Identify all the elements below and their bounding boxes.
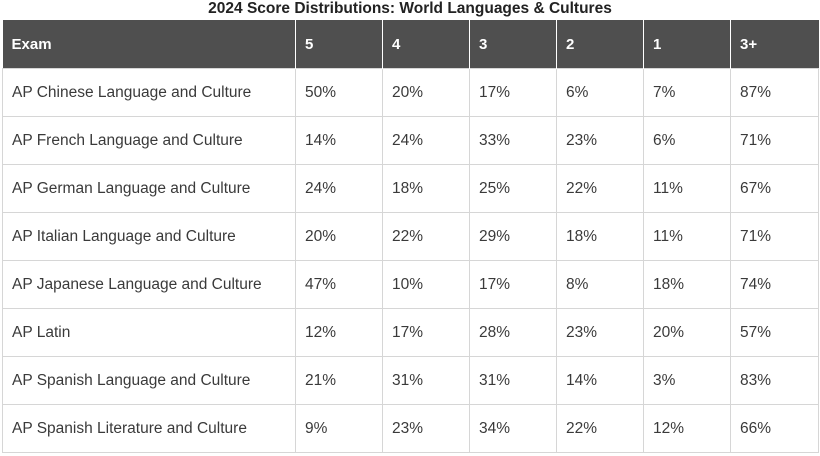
score-3-plus-cell: 74% [730, 260, 819, 309]
score-2-cell: 23% [556, 116, 644, 165]
score-3-cell: 34% [469, 404, 557, 453]
score-3-cell: 17% [469, 68, 557, 117]
table-row: AP French Language and Culture 14% 24% 3… [2, 116, 819, 165]
score-3-plus-cell: 67% [730, 164, 819, 213]
score-1-cell: 12% [643, 404, 731, 453]
score-3-plus-cell: 66% [730, 404, 819, 453]
column-header-score-3: 3 [469, 20, 557, 69]
score-2-cell: 6% [556, 68, 644, 117]
score-1-cell: 11% [643, 212, 731, 261]
score-5-cell: 20% [295, 212, 383, 261]
score-3-plus-cell: 87% [730, 68, 819, 117]
exam-name-cell: AP Spanish Literature and Culture [2, 404, 296, 453]
table-title: 2024 Score Distributions: World Language… [208, 0, 612, 17]
column-header-score-4: 4 [382, 20, 470, 69]
column-header-3-plus: 3+ [730, 20, 819, 69]
score-3-plus-cell: 57% [730, 308, 819, 357]
score-4-cell: 20% [382, 68, 470, 117]
score-5-cell: 14% [295, 116, 383, 165]
exam-name-cell: AP Latin [2, 308, 296, 357]
exam-name-cell: AP German Language and Culture [2, 164, 296, 213]
score-1-cell: 20% [643, 308, 731, 357]
score-3-plus-cell: 83% [730, 356, 819, 405]
exam-name-cell: AP French Language and Culture [2, 116, 296, 165]
exam-name-cell: AP Japanese Language and Culture [2, 260, 296, 309]
score-1-cell: 7% [643, 68, 731, 117]
exam-name-cell: AP Chinese Language and Culture [2, 68, 296, 117]
score-2-cell: 18% [556, 212, 644, 261]
column-header-score-5: 5 [295, 20, 383, 69]
score-5-cell: 9% [295, 404, 383, 453]
table-row: AP German Language and Culture 24% 18% 2… [2, 164, 819, 213]
score-1-cell: 6% [643, 116, 731, 165]
score-4-cell: 23% [382, 404, 470, 453]
score-4-cell: 10% [382, 260, 470, 309]
score-4-cell: 24% [382, 116, 470, 165]
score-5-cell: 24% [295, 164, 383, 213]
score-5-cell: 21% [295, 356, 383, 405]
score-4-cell: 18% [382, 164, 470, 213]
score-3-cell: 31% [469, 356, 557, 405]
column-header-exam: Exam [2, 20, 296, 69]
exam-name-cell: AP Italian Language and Culture [2, 212, 296, 261]
table-row: AP Italian Language and Culture 20% 22% … [2, 212, 819, 261]
score-2-cell: 14% [556, 356, 644, 405]
score-3-cell: 17% [469, 260, 557, 309]
score-distribution-table: Exam 5 4 3 2 1 3+ AP Chinese Language an… [2, 20, 819, 453]
score-3-plus-cell: 71% [730, 116, 819, 165]
exam-name-cell: AP Spanish Language and Culture [2, 356, 296, 405]
score-1-cell: 11% [643, 164, 731, 213]
table-row: AP Spanish Literature and Culture 9% 23%… [2, 404, 819, 453]
score-3-cell: 28% [469, 308, 557, 357]
table-row: AP Chinese Language and Culture 50% 20% … [2, 68, 819, 117]
score-5-cell: 50% [295, 68, 383, 117]
score-1-cell: 18% [643, 260, 731, 309]
score-2-cell: 8% [556, 260, 644, 309]
score-4-cell: 17% [382, 308, 470, 357]
score-3-cell: 29% [469, 212, 557, 261]
score-2-cell: 22% [556, 164, 644, 213]
table-row: AP Latin 12% 17% 28% 23% 20% 57% [2, 308, 819, 357]
score-2-cell: 22% [556, 404, 644, 453]
score-3-plus-cell: 71% [730, 212, 819, 261]
score-5-cell: 12% [295, 308, 383, 357]
score-5-cell: 47% [295, 260, 383, 309]
score-1-cell: 3% [643, 356, 731, 405]
table-row: AP Japanese Language and Culture 47% 10%… [2, 260, 819, 309]
score-2-cell: 23% [556, 308, 644, 357]
score-4-cell: 22% [382, 212, 470, 261]
column-header-score-2: 2 [556, 20, 644, 69]
score-3-cell: 25% [469, 164, 557, 213]
score-4-cell: 31% [382, 356, 470, 405]
column-header-score-1: 1 [643, 20, 731, 69]
header-row: Exam 5 4 3 2 1 3+ [2, 20, 819, 69]
score-3-cell: 33% [469, 116, 557, 165]
table-row: AP Spanish Language and Culture 21% 31% … [2, 356, 819, 405]
